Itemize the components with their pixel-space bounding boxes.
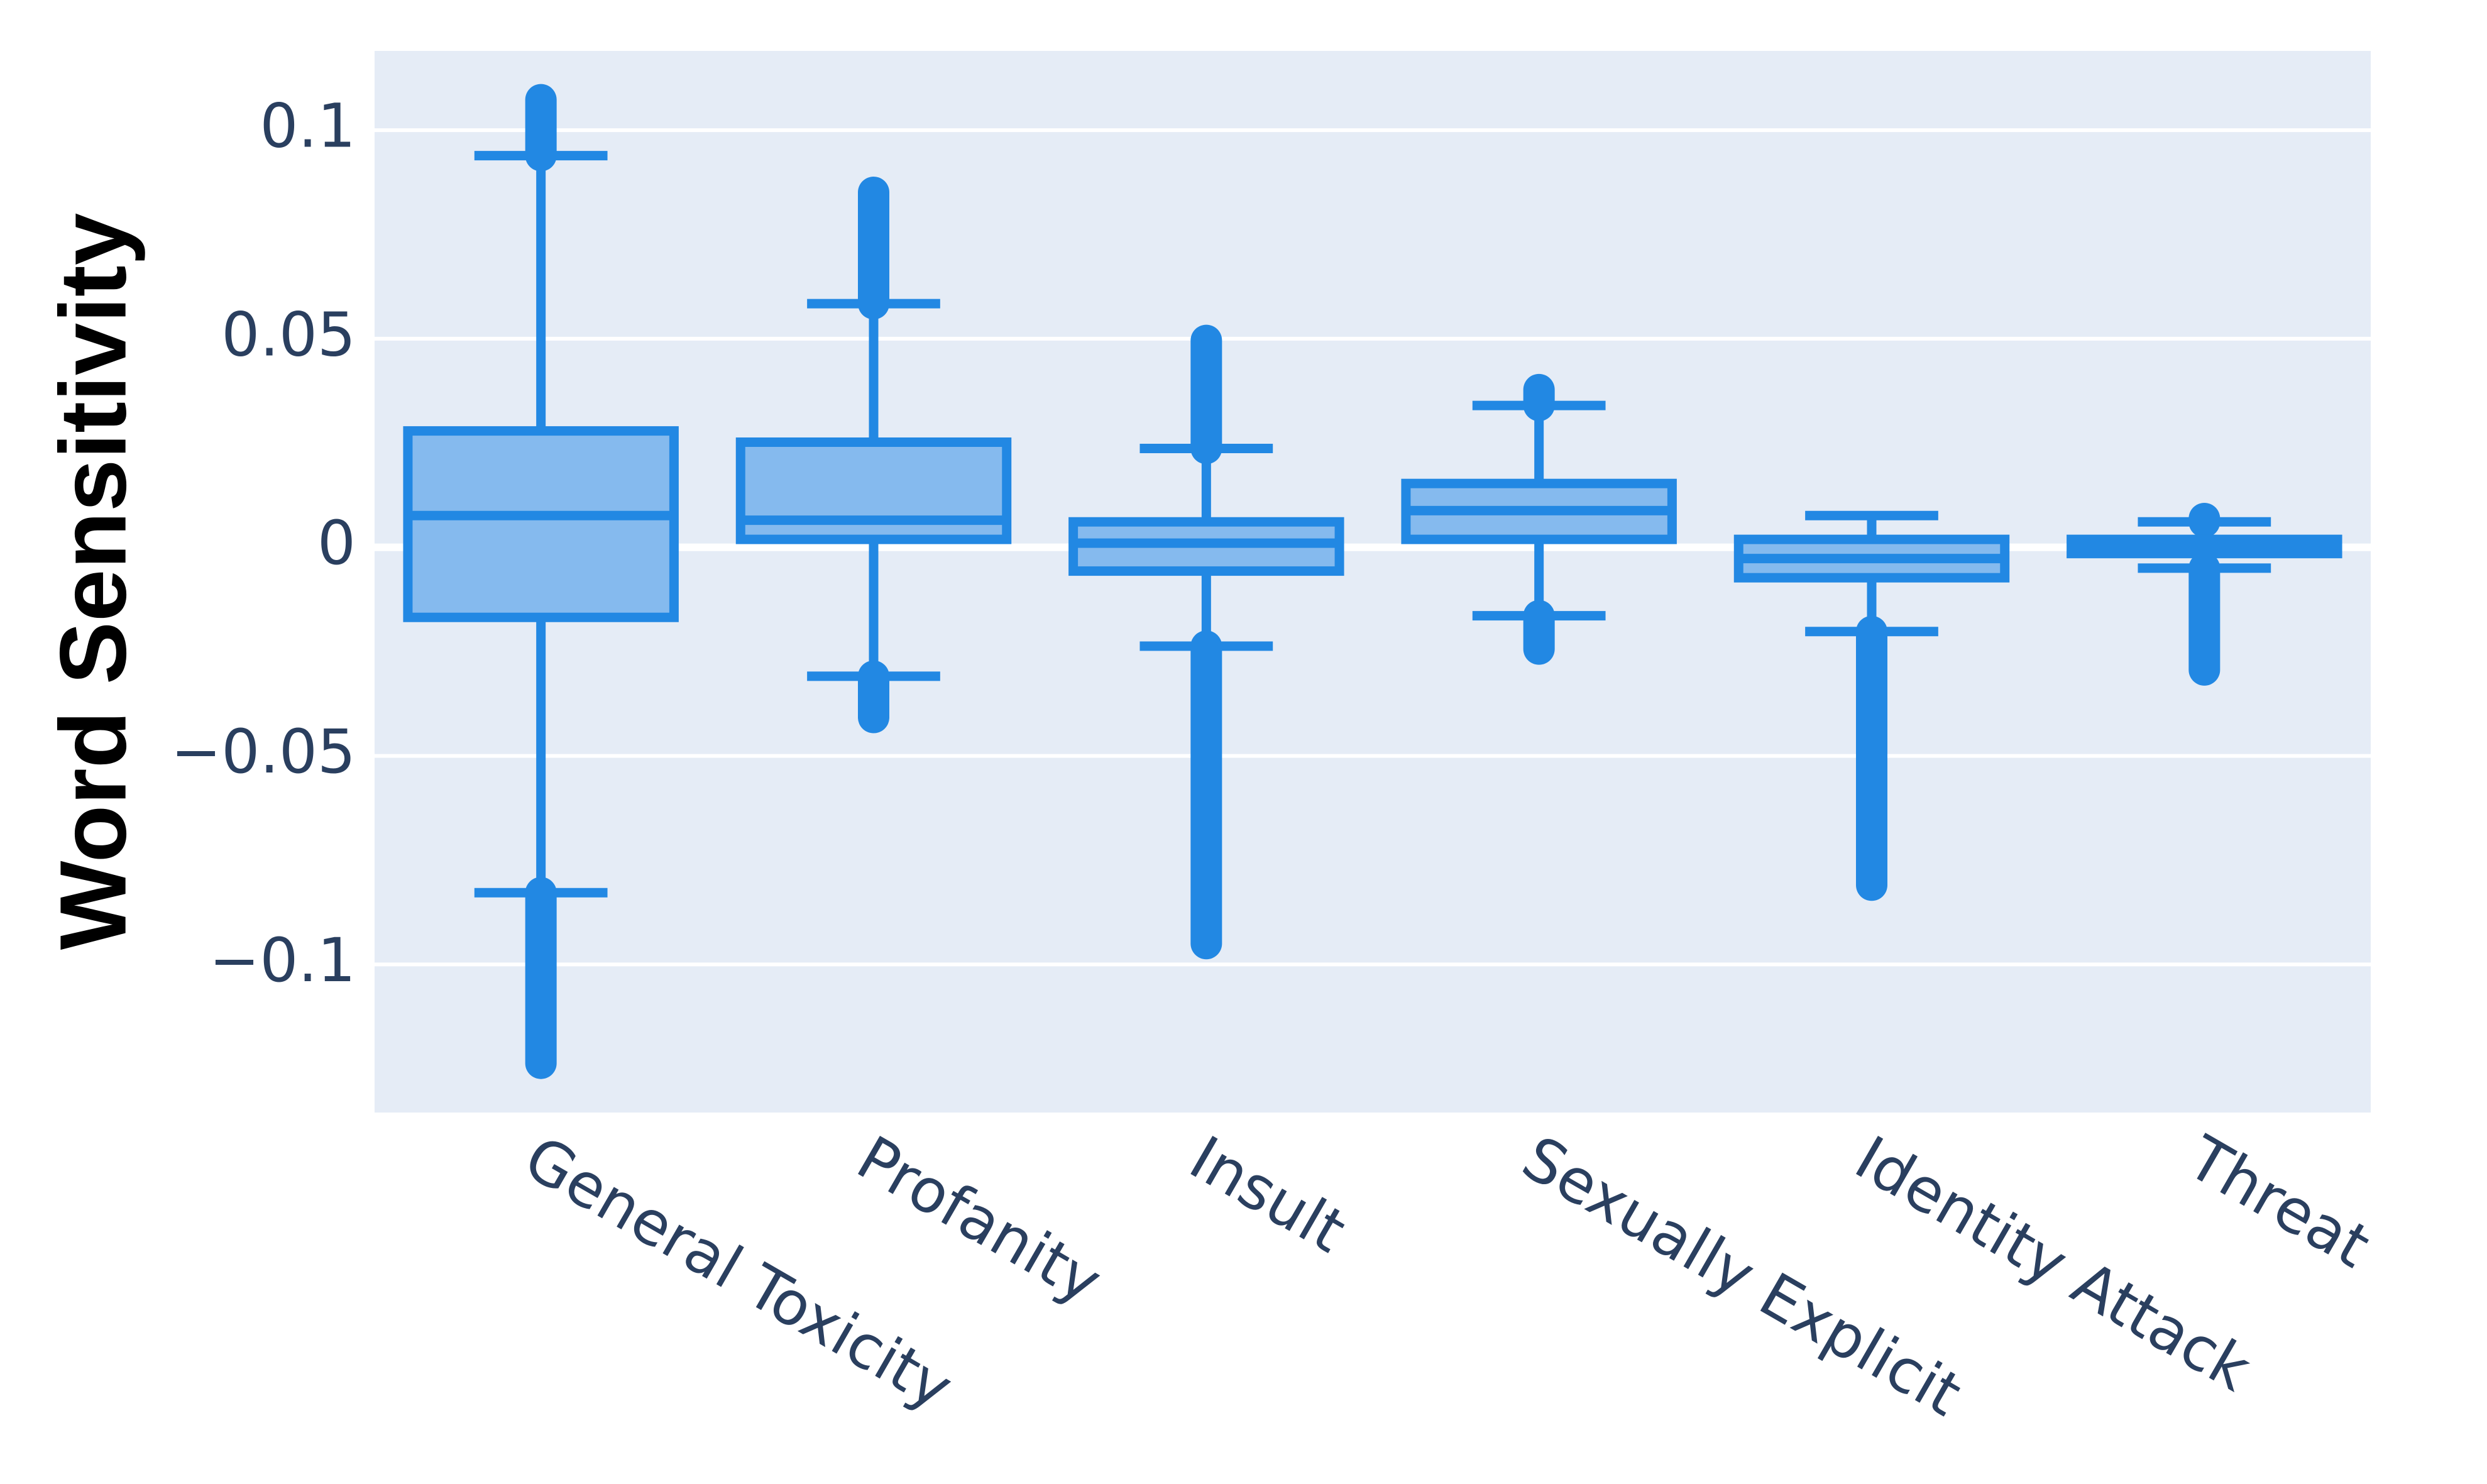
grid — [375, 128, 2371, 967]
x-tick-label: Insult — [1178, 1123, 1358, 1267]
y-axis-title: Word Sensitivity — [40, 213, 146, 950]
x-tick-label: Profanity — [845, 1123, 1113, 1317]
marks — [403, 84, 2342, 1079]
y-tick-label: −0.1 — [209, 925, 356, 996]
y-tick-label: 0.05 — [221, 299, 356, 370]
y-tick-label: 0.1 — [260, 91, 356, 161]
y-tick-label: −0.05 — [171, 717, 356, 787]
box — [403, 426, 679, 622]
x-tick-label: Threat — [2176, 1122, 2381, 1282]
plot-area — [375, 51, 2371, 1113]
y-tick-label: 0 — [317, 508, 356, 578]
